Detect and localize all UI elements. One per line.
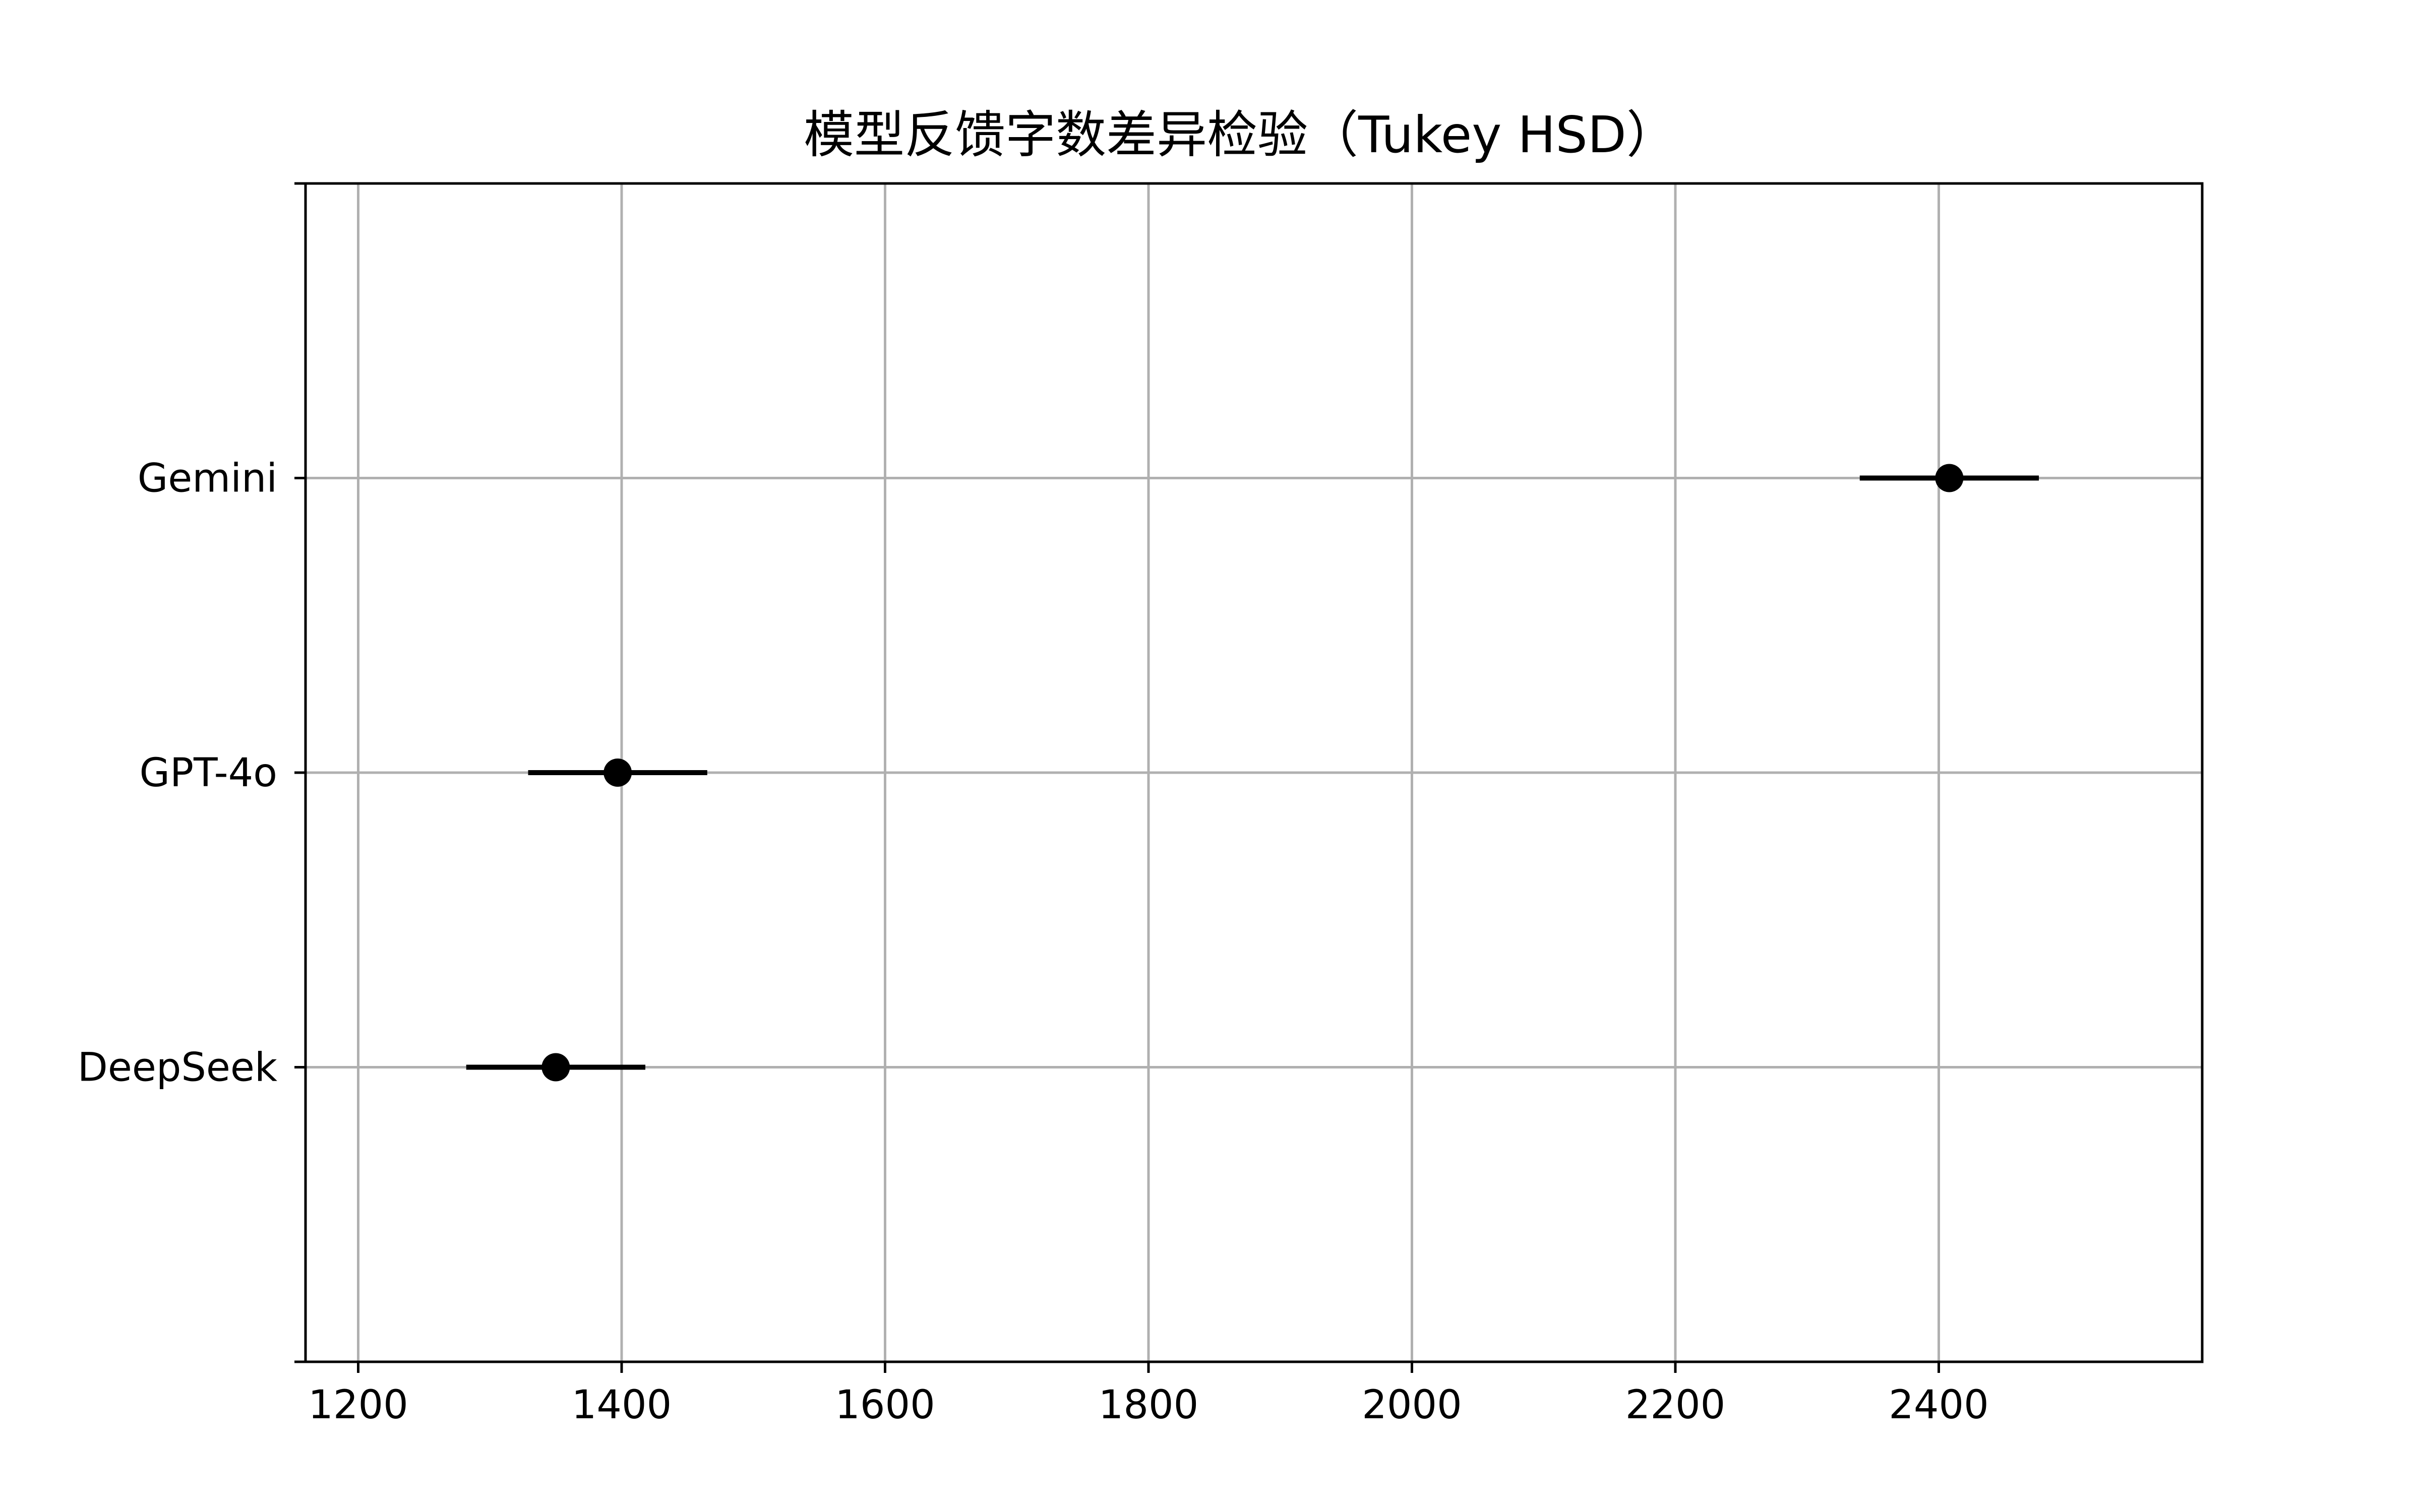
x-tick-label: 2200 <box>1625 1382 1726 1428</box>
x-tick-label: 2000 <box>1362 1382 1462 1428</box>
y-tick-label: GPT-4o <box>140 750 277 796</box>
y-tick-label: DeepSeek <box>78 1045 277 1091</box>
x-tick-label: 1200 <box>308 1382 408 1428</box>
mean-point <box>603 759 632 787</box>
x-tick-label: 1400 <box>572 1382 672 1428</box>
y-tick-label: Gemini <box>138 456 277 501</box>
x-tick-label: 2400 <box>1889 1382 1989 1428</box>
x-tick-label: 1800 <box>1099 1382 1199 1428</box>
marks-layer <box>466 464 2039 1082</box>
chart-title: 模型反馈字数差异检验（Tukey HSD） <box>804 105 1677 164</box>
mean-point <box>541 1053 570 1082</box>
x-tick-label: 1600 <box>835 1382 935 1428</box>
ticks-layer: 1200 1400 1600 1800 2000 2200 2400 DeepSeek GPT-… <box>78 182 1989 1428</box>
mean-point <box>1935 464 1964 492</box>
